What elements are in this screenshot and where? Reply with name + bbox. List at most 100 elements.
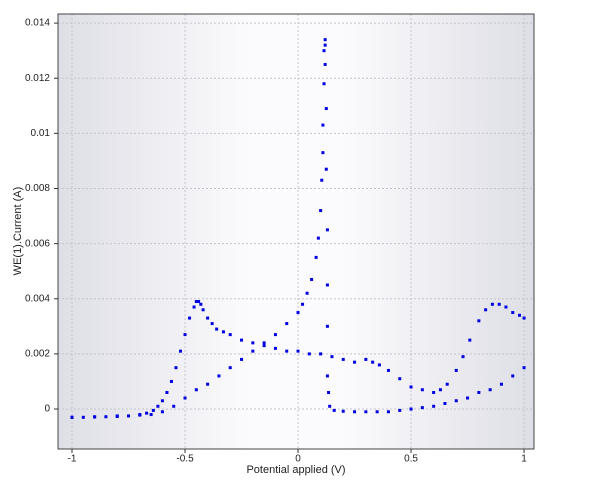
data-point bbox=[438, 388, 442, 392]
data-point bbox=[151, 408, 155, 412]
data-point bbox=[201, 308, 205, 312]
data-point bbox=[172, 404, 176, 408]
x-tick-label: 1 bbox=[521, 454, 527, 465]
data-point bbox=[409, 407, 413, 411]
data-point bbox=[183, 333, 187, 337]
y-tick-label: 0.012 bbox=[25, 73, 50, 84]
data-point bbox=[511, 374, 515, 378]
data-point bbox=[443, 402, 447, 406]
data-point bbox=[188, 316, 192, 320]
data-point bbox=[104, 415, 108, 419]
data-point bbox=[323, 43, 327, 47]
data-point bbox=[160, 399, 164, 403]
data-point bbox=[199, 302, 203, 306]
data-point bbox=[364, 410, 368, 414]
data-point bbox=[70, 415, 74, 419]
y-tick-label: 0.008 bbox=[25, 183, 50, 194]
data-point bbox=[169, 379, 173, 383]
data-point bbox=[325, 324, 329, 328]
data-point bbox=[322, 82, 326, 86]
data-point bbox=[321, 123, 325, 127]
data-point bbox=[341, 409, 345, 413]
data-point bbox=[327, 390, 331, 394]
data-point bbox=[353, 410, 357, 414]
data-point bbox=[273, 333, 277, 337]
data-point bbox=[149, 413, 153, 417]
data-point bbox=[325, 374, 329, 378]
y-tick-label: 0.006 bbox=[25, 238, 50, 249]
data-point bbox=[377, 363, 381, 367]
data-point bbox=[371, 360, 375, 364]
data-point bbox=[174, 366, 178, 370]
data-point bbox=[466, 396, 470, 400]
data-point bbox=[179, 349, 183, 353]
data-point bbox=[364, 357, 368, 361]
data-point bbox=[484, 308, 488, 312]
data-point bbox=[398, 377, 402, 381]
data-point bbox=[310, 277, 314, 281]
data-point bbox=[488, 388, 492, 392]
data-point bbox=[192, 305, 196, 309]
data-point bbox=[454, 399, 458, 403]
data-point bbox=[81, 415, 85, 419]
data-point bbox=[409, 385, 413, 389]
data-point bbox=[353, 360, 357, 364]
data-point bbox=[432, 404, 436, 408]
x-axis-title: Potential applied (V) bbox=[246, 464, 345, 476]
data-point bbox=[420, 388, 424, 392]
data-point bbox=[461, 355, 465, 359]
data-point bbox=[341, 357, 345, 361]
data-point bbox=[160, 410, 164, 414]
data-point bbox=[325, 228, 329, 232]
data-point bbox=[330, 355, 334, 359]
plot-frame bbox=[57, 13, 535, 450]
data-point bbox=[197, 300, 201, 304]
data-point bbox=[332, 408, 336, 412]
data-point bbox=[206, 382, 210, 386]
data-point bbox=[240, 357, 244, 361]
x-tick-label: -0.5 bbox=[176, 454, 194, 465]
data-point bbox=[228, 366, 232, 370]
data-point bbox=[194, 388, 198, 392]
data-point bbox=[375, 410, 379, 414]
data-point bbox=[127, 414, 131, 418]
data-point bbox=[324, 107, 328, 111]
x-tick-label: -1 bbox=[68, 454, 77, 465]
data-point bbox=[285, 322, 289, 326]
y-axis-title: WE(1).Current (A) bbox=[12, 187, 24, 276]
data-point bbox=[115, 414, 119, 418]
data-point bbox=[319, 352, 323, 356]
data-point bbox=[511, 311, 515, 315]
data-point bbox=[499, 382, 503, 386]
data-point bbox=[321, 151, 325, 155]
x-tick-label: 0 bbox=[295, 454, 301, 465]
y-tick-label: 0 bbox=[44, 404, 50, 415]
data-point bbox=[301, 302, 305, 306]
data-point bbox=[320, 178, 324, 182]
data-point bbox=[206, 316, 210, 320]
data-point bbox=[210, 322, 214, 326]
data-point bbox=[296, 311, 300, 315]
data-point bbox=[183, 396, 187, 400]
data-point bbox=[522, 366, 526, 370]
data-point bbox=[240, 338, 244, 342]
data-point bbox=[165, 390, 169, 394]
data-point bbox=[504, 305, 508, 309]
data-point bbox=[319, 209, 323, 213]
y-tick-label: 0.014 bbox=[25, 18, 50, 29]
data-point bbox=[477, 319, 481, 323]
data-point bbox=[325, 283, 329, 287]
y-tick-label: 0.004 bbox=[25, 293, 50, 304]
plot-layer bbox=[58, 14, 534, 449]
data-point bbox=[445, 382, 449, 386]
data-point bbox=[316, 236, 320, 240]
data-point bbox=[386, 368, 390, 372]
data-point bbox=[221, 330, 225, 334]
data-point bbox=[328, 404, 332, 408]
data-point bbox=[215, 327, 219, 331]
data-point bbox=[518, 313, 522, 317]
data-point bbox=[477, 390, 481, 394]
data-point bbox=[93, 415, 97, 419]
y-tick-label: 0.002 bbox=[25, 349, 50, 360]
